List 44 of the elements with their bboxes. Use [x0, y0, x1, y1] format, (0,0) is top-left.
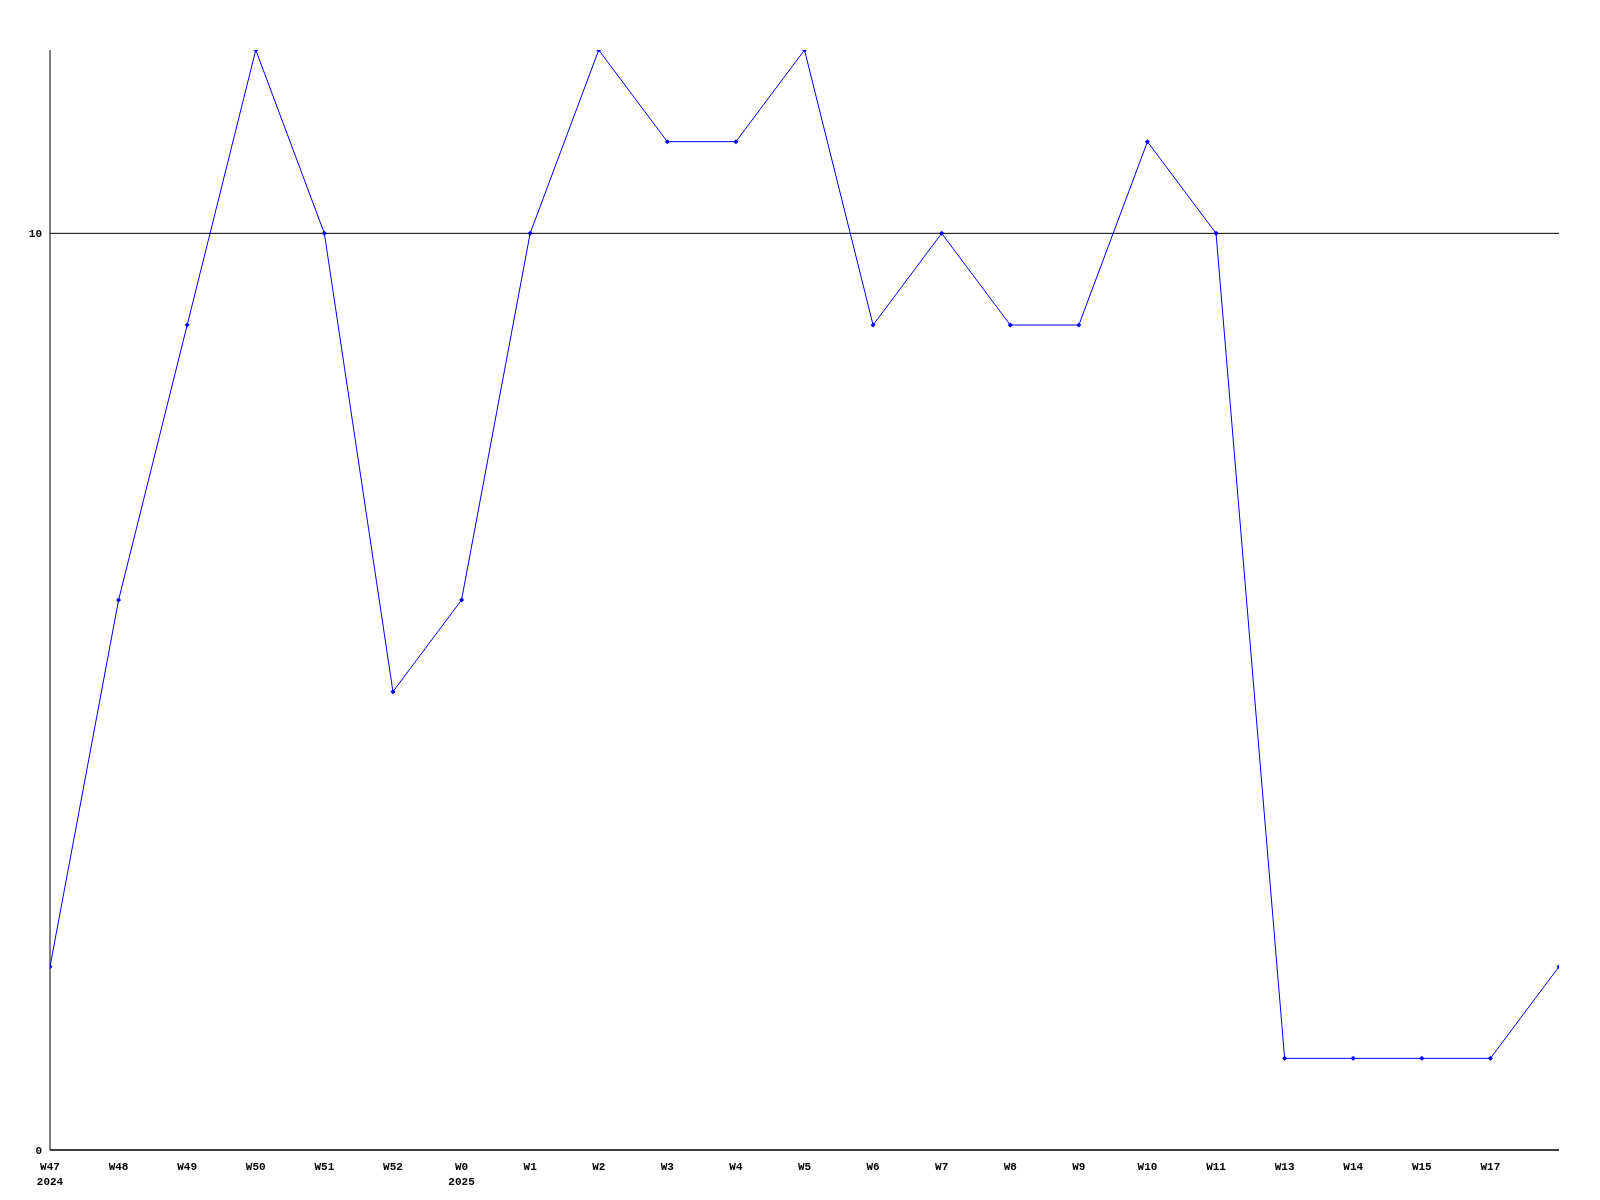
point [1282, 1055, 1288, 1061]
x-tick-label: W10 [1137, 1161, 1158, 1173]
y-tick-label: 0 [35, 1144, 42, 1157]
x-tick-label: W8 [1003, 1161, 1018, 1173]
x-tick-label: W47 2024 [36, 1161, 64, 1188]
x-tick-label: W5 [797, 1161, 812, 1173]
y-tick-label: 10 [28, 228, 42, 241]
point [939, 230, 945, 236]
point [1487, 1055, 1493, 1061]
point [1213, 230, 1219, 236]
x-tick-label: W9 [1072, 1161, 1086, 1173]
point [870, 322, 876, 328]
point [1419, 1055, 1425, 1061]
point [321, 230, 327, 236]
point [1076, 322, 1082, 328]
x-tick-label: W2 [592, 1161, 606, 1173]
x-tick-label: W1 [523, 1161, 538, 1173]
x-tick-label: W51 [314, 1161, 335, 1173]
x-tick-label: W15 [1411, 1161, 1433, 1173]
x-tick-label: W11 [1206, 1161, 1227, 1173]
point [184, 322, 190, 328]
x-tick-label: W13 [1274, 1161, 1295, 1173]
x-tick-label: W50 [245, 1161, 266, 1173]
point [1144, 139, 1150, 145]
point [527, 230, 533, 236]
x-tick-label: W0 2025 [448, 1161, 476, 1188]
x-tick-label: W52 [383, 1161, 403, 1173]
x-tick-label: W14 [1343, 1161, 1364, 1173]
point [664, 139, 670, 145]
point [733, 139, 739, 145]
point [459, 597, 465, 603]
point [390, 689, 396, 695]
line-series [50, 50, 1559, 1061]
point [802, 50, 807, 53]
x-tick-label: W49 [177, 1161, 198, 1173]
x-tick-label: W6 [866, 1161, 880, 1173]
point [116, 597, 122, 603]
x-tick-label: W7 [935, 1161, 949, 1173]
x-tick-label: W48 [108, 1161, 129, 1173]
x-tick-label: W3 [660, 1161, 675, 1173]
x-tick-label: W17 [1480, 1161, 1501, 1173]
point [1350, 1055, 1356, 1061]
x-tick-label: W4 [729, 1161, 743, 1173]
point [1007, 322, 1013, 328]
